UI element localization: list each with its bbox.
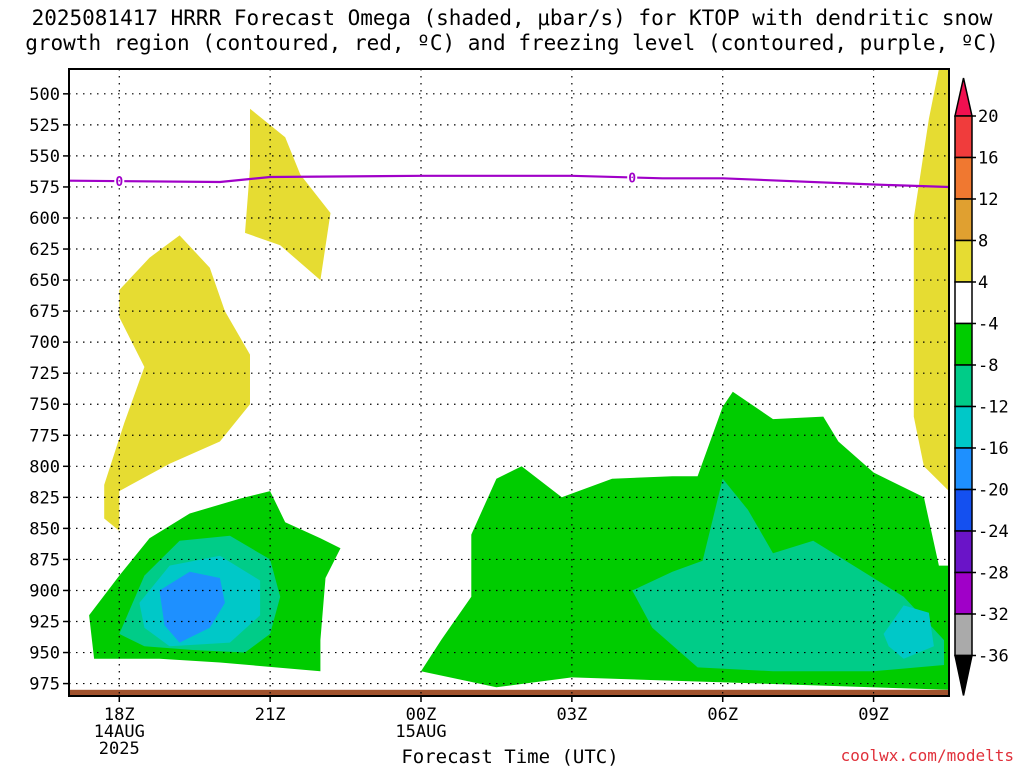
y-tick-label: 575 — [29, 178, 60, 198]
y-tick-label: 600 — [29, 209, 60, 229]
y-tick-label: 925 — [29, 613, 60, 633]
colorbar-label: -16 — [978, 439, 1009, 459]
y-tick-label: 850 — [29, 519, 60, 539]
plot-frame — [68, 68, 950, 697]
freezing-level-label: 0 — [628, 171, 636, 186]
colorbar-label: 20 — [978, 107, 998, 127]
colorbar-label: -12 — [978, 398, 1009, 418]
colorbar-segment — [954, 281, 973, 325]
colorbar-label: -28 — [978, 564, 1009, 584]
colorbar-segment — [954, 198, 973, 242]
colorbar-segment — [954, 613, 973, 657]
colorbar-segment — [954, 156, 973, 200]
y-tick-label: 750 — [29, 395, 60, 415]
colorbar-segment — [954, 530, 973, 574]
colorbar-label: 12 — [978, 190, 998, 210]
y-tick-label: 900 — [29, 581, 60, 601]
x-tick-label: 18Z — [104, 705, 135, 725]
colorbar-label: -24 — [978, 522, 1009, 542]
omega-region-6 — [632, 478, 944, 672]
colorbar-label: -4 — [978, 315, 998, 335]
contour-label-bg — [114, 173, 125, 189]
y-tick-label: 800 — [29, 457, 60, 477]
y-tick-label: 875 — [29, 550, 60, 570]
colorbar-segment — [954, 239, 973, 283]
x-tick-label: 21Z — [255, 705, 286, 725]
colorbar-label: -20 — [978, 481, 1009, 501]
omega-region-0 — [245, 108, 331, 281]
x-axis-label: Forecast Time (UTC) — [401, 746, 619, 768]
colorbar-label: -36 — [978, 647, 1009, 667]
y-tick-label: 950 — [29, 644, 60, 664]
colorbar-bottom-arrow — [954, 654, 973, 696]
colorbar-segment — [954, 447, 973, 491]
y-tick-label: 625 — [29, 240, 60, 260]
y-tick-label: 675 — [29, 302, 60, 322]
contour-label-bg — [627, 169, 638, 185]
y-tick-label: 775 — [29, 426, 60, 446]
y-tick-label: 975 — [29, 675, 60, 695]
colorbar-label: -32 — [978, 605, 1009, 625]
omega-region-9 — [159, 571, 225, 643]
colorbar-label: -8 — [978, 356, 998, 376]
freezing-level-label: 0 — [115, 175, 123, 190]
colorbar-top-arrow — [954, 77, 973, 117]
x-tick-sublabel: 2025 — [99, 739, 140, 759]
y-tick-label: 700 — [29, 333, 60, 353]
y-tick-label: 525 — [29, 116, 60, 136]
colorbar-label: 8 — [978, 232, 988, 252]
x-tick-sublabel: 15AUG — [395, 722, 446, 742]
x-tick-label: 00Z — [406, 705, 437, 725]
y-tick-label: 550 — [29, 147, 60, 167]
colorbar-segment — [954, 364, 973, 408]
x-tick-label: 06Z — [707, 705, 738, 725]
omega-region-1 — [104, 235, 250, 531]
colorbar-segment — [954, 405, 973, 449]
colorbar-segment — [954, 322, 973, 366]
x-tick-sublabel: 14AUG — [94, 722, 145, 742]
credit-link[interactable]: coolwx.com/modelts — [840, 746, 1014, 765]
y-tick-label: 825 — [29, 488, 60, 508]
colorbar-segment — [954, 115, 973, 159]
colorbar-label: 16 — [978, 149, 998, 169]
y-tick-label: 500 — [29, 85, 60, 105]
chart-title: 2025081417 HRRR Forecast Omega (shaded, … — [25, 6, 999, 55]
colorbar-segment — [954, 488, 973, 532]
colorbar-label: 4 — [978, 273, 988, 293]
ground-strip — [69, 689, 949, 696]
freezing-level-line — [69, 174, 949, 189]
omega-region-8 — [883, 605, 934, 659]
x-tick-label: 03Z — [556, 705, 587, 725]
y-tick-label: 725 — [29, 364, 60, 384]
x-tick-label: 09Z — [858, 705, 889, 725]
y-tick-label: 650 — [29, 271, 60, 291]
colorbar-segment — [954, 571, 973, 615]
